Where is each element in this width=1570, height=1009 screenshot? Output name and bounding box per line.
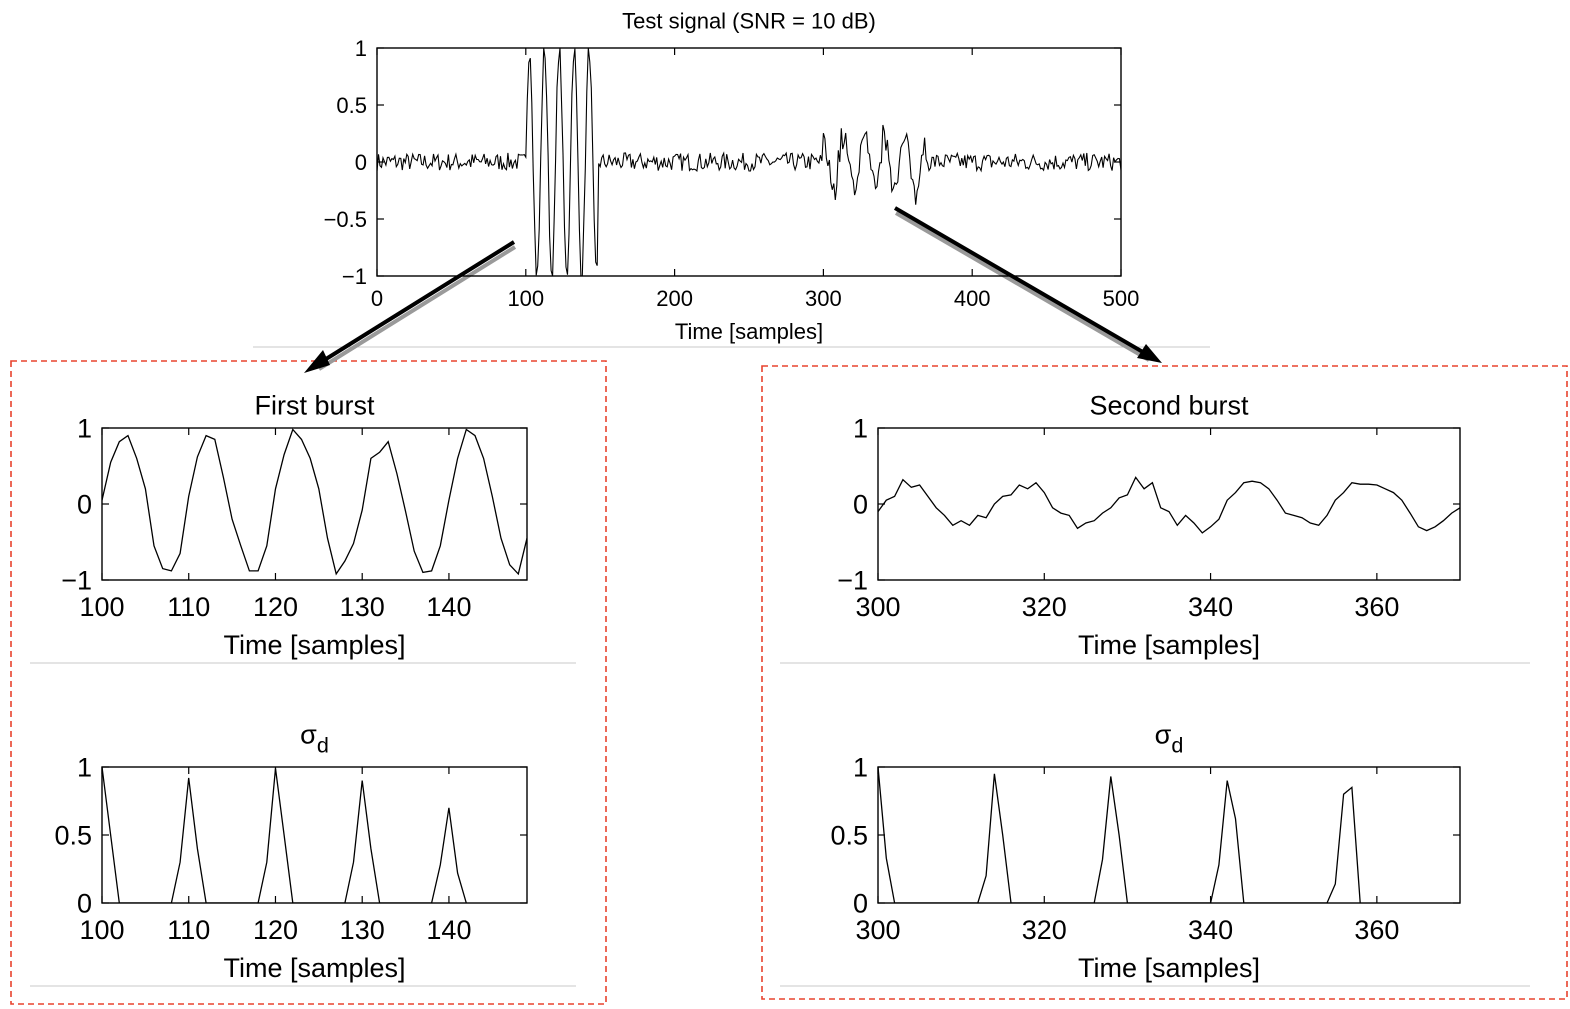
y-tick-label: 1 — [77, 753, 92, 783]
first-burst-box — [10, 360, 607, 1005]
arrow-to-second-burst — [893, 206, 1162, 363]
chart-sigma-second: 300 320 340 360 0 0.5 1 σd Time [samples] — [830, 719, 1461, 983]
x-tick-label: 120 — [253, 915, 298, 945]
x-tick-label: 0 — [371, 286, 383, 311]
x-tick-label: 300 — [855, 592, 900, 622]
x-tick-label: 130 — [340, 592, 385, 622]
y-tick-label: −0.5 — [324, 207, 367, 232]
chart-title: Second burst — [1089, 390, 1249, 420]
y-tick-label: 0 — [853, 490, 868, 520]
axes-box-first-burst — [101, 427, 528, 581]
chart-title-subscript: d — [1171, 733, 1183, 758]
y-tick-label: 0.5 — [54, 821, 92, 851]
x-tick-label: 200 — [656, 286, 693, 311]
chart-title: σd — [1155, 719, 1184, 757]
chart-title-main: Second burst — [1089, 390, 1249, 420]
x-tick-label: 360 — [1354, 592, 1399, 622]
y-tick-label: 0.5 — [336, 93, 367, 118]
chart-title-main: σ — [300, 719, 317, 749]
x-tick-label: 360 — [1354, 915, 1399, 945]
y-tick-label: 0 — [853, 889, 868, 919]
chart-second-burst: 300 320 340 360 −1 0 1 Second burst Time [sample… — [837, 390, 1461, 660]
chart-first-burst: 100 110 120 130 140 −1 0 1 First burst Time [samp… — [61, 390, 528, 660]
series-line-sigma-first — [102, 767, 467, 903]
x-tick-label: 110 — [167, 592, 210, 622]
x-axis-label: Time [samples] — [1078, 953, 1260, 983]
chart-sigma-first: 100 110 120 130 140 0 0.5 1 σd Time [samples] — [54, 719, 528, 983]
x-tick-label: 300 — [805, 286, 842, 311]
x-tick-label: 320 — [1022, 915, 1067, 945]
series-line-top — [377, 48, 1121, 276]
y-tick-label: 0 — [77, 889, 92, 919]
chart-title-subscript: d — [317, 733, 329, 758]
x-axis-label: Time [samples] — [675, 319, 823, 344]
y-tick-label: 1 — [355, 36, 367, 61]
x-tick-label: 400 — [954, 286, 991, 311]
x-tick-label: 100 — [79, 592, 124, 622]
y-tick-label: −1 — [61, 566, 92, 596]
series-line-second-burst — [878, 476, 1460, 534]
arrow-to-first-burst — [304, 240, 517, 373]
x-tick-label: 120 — [253, 592, 298, 622]
x-axis-label: Time [samples] — [1078, 630, 1260, 660]
chart-title: σd — [300, 719, 329, 757]
y-tick-label: −1 — [342, 264, 367, 289]
y-tick-label: 0.5 — [830, 821, 868, 851]
y-tick-label: 0 — [77, 490, 92, 520]
axes-box-top — [376, 47, 1122, 277]
series-line-sigma-second — [878, 767, 1361, 903]
x-tick-label: 100 — [507, 286, 544, 311]
x-tick-label: 130 — [340, 915, 385, 945]
chart-title: Test signal (SNR = 10 dB) — [622, 9, 876, 34]
x-axis-label: Time [samples] — [223, 953, 405, 983]
y-tick-label: 1 — [853, 414, 868, 444]
y-tick-label: −1 — [837, 566, 868, 596]
chart-title-main: σ — [1155, 719, 1172, 749]
x-tick-label: 320 — [1022, 592, 1067, 622]
chart-title: First burst — [254, 390, 375, 420]
axes-box-sigma-first — [101, 766, 528, 904]
x-tick-label: 110 — [167, 915, 210, 945]
chart-top: 0 100 200 300 400 500 −1 −0.5 0 0.5 1 Test signal (… — [324, 9, 1140, 345]
axes-box-sigma-second — [877, 766, 1461, 904]
x-tick-label: 100 — [79, 915, 124, 945]
x-tick-label: 140 — [426, 915, 471, 945]
chart-title-main: First burst — [254, 390, 375, 420]
x-tick-label: 300 — [855, 915, 900, 945]
y-tick-label: 0 — [355, 150, 367, 175]
y-tick-label: 1 — [77, 414, 92, 444]
axes-box-second-burst — [877, 427, 1461, 581]
y-tick-label: 1 — [853, 753, 868, 783]
x-tick-label: 140 — [426, 592, 471, 622]
series-line-first-burst — [102, 428, 527, 576]
x-tick-label: 500 — [1103, 286, 1140, 311]
second-burst-box — [761, 365, 1568, 1000]
x-axis-label: Time [samples] — [223, 630, 405, 660]
x-tick-label: 340 — [1188, 592, 1233, 622]
chart-title-main: Test signal (SNR = 10 dB) — [622, 9, 876, 34]
x-tick-label: 340 — [1188, 915, 1233, 945]
